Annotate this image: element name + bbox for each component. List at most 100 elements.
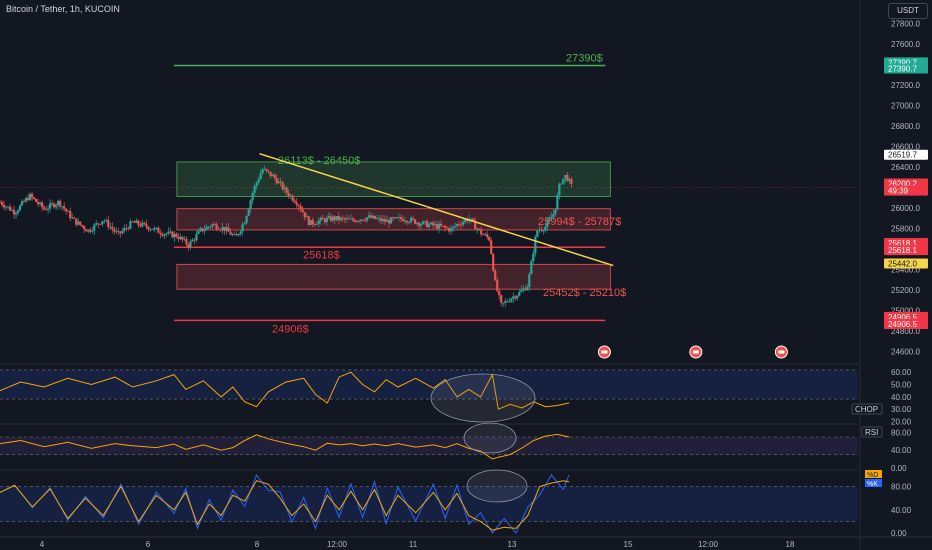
candle-body bbox=[117, 231, 120, 233]
candle-body bbox=[311, 220, 314, 225]
indicator-tick-label: 40.00 bbox=[891, 506, 912, 515]
candle-body bbox=[245, 216, 248, 224]
candle-body bbox=[205, 226, 208, 230]
candle-body bbox=[337, 216, 340, 221]
time-tick-label: 13 bbox=[508, 540, 517, 549]
candle-body bbox=[456, 224, 459, 227]
candle-body bbox=[393, 217, 397, 219]
candle-body bbox=[253, 186, 256, 194]
symbol-title[interactable]: Bitcoin / Tether, 1h, KUCOIN bbox=[6, 4, 120, 14]
indicator-tick-label: 80.00 bbox=[891, 483, 912, 492]
candle-body bbox=[83, 226, 86, 230]
candle-body bbox=[209, 226, 212, 228]
candle-body bbox=[219, 229, 222, 231]
candle-body bbox=[297, 204, 300, 207]
candle-body bbox=[16, 210, 20, 214]
candle-body bbox=[401, 219, 405, 222]
candle-body bbox=[548, 218, 551, 221]
candle-body bbox=[490, 240, 493, 254]
candle-body bbox=[448, 228, 451, 232]
candle-body bbox=[452, 226, 455, 229]
candle-body bbox=[383, 219, 387, 222]
candle-body bbox=[277, 181, 280, 184]
indicator-line bbox=[0, 480, 570, 531]
candle-body bbox=[183, 238, 186, 240]
price-label-tag bbox=[884, 63, 928, 74]
candle-body bbox=[279, 181, 282, 183]
indicator-tag bbox=[865, 479, 882, 487]
candle-body bbox=[562, 178, 565, 184]
candle-body bbox=[243, 223, 246, 225]
candle-body bbox=[417, 222, 421, 226]
candle-body bbox=[97, 223, 100, 225]
zone-box bbox=[176, 208, 611, 231]
candle-body bbox=[570, 179, 573, 184]
candle-body bbox=[323, 219, 326, 223]
candle-body bbox=[141, 222, 144, 227]
candle-body bbox=[155, 227, 158, 229]
candle-body bbox=[470, 218, 473, 220]
candle-body bbox=[107, 220, 110, 228]
candle-body bbox=[127, 228, 130, 229]
candle-body bbox=[195, 233, 198, 241]
candle-body bbox=[73, 217, 76, 219]
candle-body bbox=[53, 203, 56, 208]
candle-body bbox=[191, 239, 194, 242]
price-tick-label: 25400.0 bbox=[891, 266, 920, 275]
candle-body bbox=[263, 168, 266, 170]
candle-body bbox=[385, 220, 389, 222]
candle-body bbox=[115, 231, 118, 233]
indicator-tick-label: 50.00 bbox=[891, 381, 912, 390]
candle-body bbox=[173, 233, 176, 238]
candle-body bbox=[329, 216, 332, 221]
candle-body bbox=[441, 225, 445, 227]
candle-body bbox=[343, 218, 346, 220]
candle-body bbox=[439, 223, 443, 226]
candle-body bbox=[239, 231, 242, 235]
candle-body bbox=[409, 217, 413, 223]
candle-body bbox=[506, 301, 509, 303]
indicator-tick-label: 0.00 bbox=[891, 464, 907, 473]
price-label-text: 26519.7 bbox=[888, 151, 917, 160]
candle-body bbox=[397, 217, 401, 218]
zone-label: 26113$ - 26450$ bbox=[278, 155, 360, 167]
candle-body bbox=[63, 206, 66, 209]
candle-body bbox=[446, 227, 449, 229]
candle-body bbox=[133, 221, 136, 223]
candle-body bbox=[179, 236, 182, 240]
indicator-tag bbox=[865, 470, 882, 478]
candle-body bbox=[508, 301, 511, 303]
candle-body bbox=[391, 217, 395, 219]
indicator-band bbox=[0, 486, 858, 522]
alert-icon bbox=[601, 350, 608, 354]
candle-body bbox=[427, 224, 431, 228]
candle-body bbox=[536, 230, 539, 237]
price-label-tag bbox=[884, 319, 928, 330]
candle-body bbox=[405, 220, 409, 223]
alert-marker bbox=[597, 345, 611, 359]
candle-body bbox=[237, 234, 240, 236]
candle-body bbox=[450, 228, 453, 232]
candle-body bbox=[566, 174, 569, 181]
candle-body bbox=[333, 216, 336, 221]
candle-body bbox=[241, 224, 244, 232]
candle-body bbox=[269, 171, 272, 177]
candle-body bbox=[293, 200, 296, 203]
zone-label: 25994$ - 25787$ bbox=[538, 216, 621, 228]
candle-body bbox=[227, 227, 230, 232]
candle-body bbox=[309, 220, 312, 226]
time-tick-label: 12:00 bbox=[327, 540, 348, 549]
candle-body bbox=[55, 205, 58, 208]
currency-button[interactable]: USDT bbox=[888, 3, 928, 19]
price-tick-label: 27800.0 bbox=[891, 19, 920, 28]
candle-body bbox=[486, 234, 489, 238]
candle-body bbox=[4, 206, 8, 208]
time-tick-label: 6 bbox=[146, 540, 151, 549]
price-label-text: 24906.5 bbox=[888, 313, 917, 322]
candle-body bbox=[379, 217, 383, 222]
candle-body bbox=[476, 228, 479, 230]
indicator-tick-label: 80.00 bbox=[891, 429, 912, 438]
candle-body bbox=[351, 218, 354, 221]
indicator-tick-label: 0.00 bbox=[891, 529, 907, 538]
